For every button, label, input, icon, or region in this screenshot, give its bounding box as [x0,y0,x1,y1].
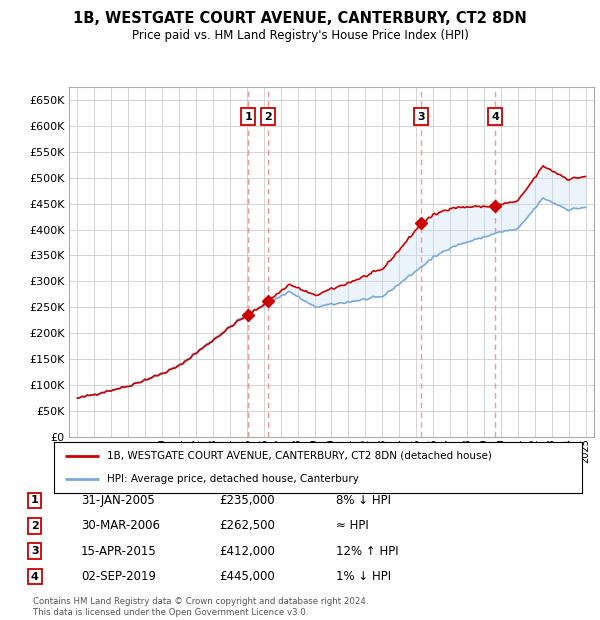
Text: 30-MAR-2006: 30-MAR-2006 [81,520,160,532]
Text: ≈ HPI: ≈ HPI [336,520,369,532]
Text: 1: 1 [31,495,38,505]
Text: £262,500: £262,500 [219,520,275,532]
Text: 2: 2 [31,521,38,531]
Text: 1: 1 [244,112,252,122]
Text: 2: 2 [264,112,272,122]
Text: 12% ↑ HPI: 12% ↑ HPI [336,545,398,557]
Text: 15-APR-2015: 15-APR-2015 [81,545,157,557]
Text: Contains HM Land Registry data © Crown copyright and database right 2024.
This d: Contains HM Land Registry data © Crown c… [33,598,368,617]
Text: 31-JAN-2005: 31-JAN-2005 [81,494,155,507]
Text: £445,000: £445,000 [219,570,275,583]
Text: 3: 3 [31,546,38,556]
Text: 1B, WESTGATE COURT AVENUE, CANTERBURY, CT2 8DN: 1B, WESTGATE COURT AVENUE, CANTERBURY, C… [73,11,527,26]
Text: HPI: Average price, detached house, Canterbury: HPI: Average price, detached house, Cant… [107,474,359,484]
Text: £235,000: £235,000 [219,494,275,507]
Text: 02-SEP-2019: 02-SEP-2019 [81,570,156,583]
Text: Price paid vs. HM Land Registry's House Price Index (HPI): Price paid vs. HM Land Registry's House … [131,29,469,42]
Text: 8% ↓ HPI: 8% ↓ HPI [336,494,391,507]
Text: 4: 4 [31,572,39,582]
Text: 3: 3 [418,112,425,122]
Text: 4: 4 [491,112,499,122]
Text: 1B, WESTGATE COURT AVENUE, CANTERBURY, CT2 8DN (detached house): 1B, WESTGATE COURT AVENUE, CANTERBURY, C… [107,451,491,461]
Text: £412,000: £412,000 [219,545,275,557]
Text: 1% ↓ HPI: 1% ↓ HPI [336,570,391,583]
